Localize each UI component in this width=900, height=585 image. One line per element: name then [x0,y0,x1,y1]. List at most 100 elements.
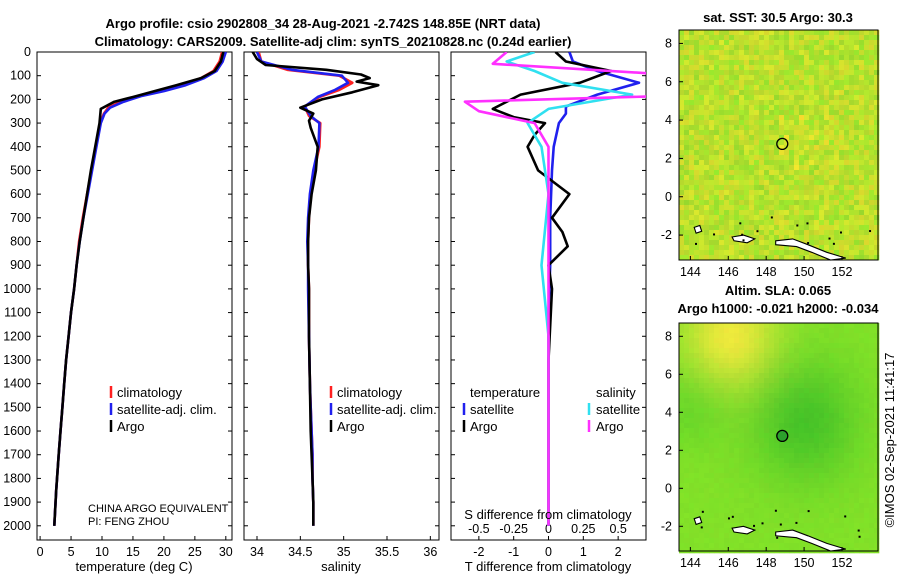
argo-location-marker [776,429,789,443]
figure-title-line2: Climatology: CARS2009. Satellite-adj cli… [95,34,572,49]
x-tick-label: 30 [219,545,233,559]
y-tick-label: 500 [10,163,31,177]
s-difference-axis-label: S difference from climatology [464,507,632,522]
y-tick-label: 600 [10,187,31,201]
island [713,233,716,236]
y-tick-label: 4 [665,113,672,127]
island [739,222,742,225]
y-tick-label: 900 [10,258,31,272]
legend-label-climatology: climatology [117,385,183,400]
annotation-line2: PI: FENG ZHOU [88,516,169,528]
island [807,510,810,513]
x-tick-label: 150 [794,556,815,570]
coastline [775,238,846,261]
island [869,230,872,233]
y-tick-label: 2 [665,443,672,457]
y-tick-label: 1300 [3,353,31,367]
island [844,515,847,518]
island [761,522,764,525]
legend-label-satellite: satellite-adj. clim. [117,402,217,417]
coastline [693,516,703,526]
sla-map-title-line2: Argo h1000: -0.021 h2000: -0.034 [678,301,880,316]
y-tick-label: -2 [661,228,672,242]
s-tick-label: -0.5 [468,522,490,536]
island [695,242,698,245]
legend-salinity-heading: salinity [596,385,636,400]
t-difference-axis-label: T difference from climatology [465,559,632,574]
salinity-axis-label: salinity [321,559,361,574]
x-tick-label: 150 [794,265,815,279]
y-tick-label: 400 [10,140,31,154]
s-tick-label: 0 [545,522,552,536]
y-tick-label: 0 [665,190,672,204]
y-tick-label: 1000 [3,282,31,296]
y-tick-label: 0 [24,45,31,59]
series-line-argo [251,52,380,526]
x-tick-label: 15 [126,545,140,559]
difference-legend: temperature satellite Argo salinity sate… [462,385,640,434]
sst-map: 144 146 148 150 152 8 6 4 2 0 -2 [661,29,880,279]
plot-frame [36,51,233,541]
y-tick-label: 8 [665,36,672,50]
y-tick-label: 800 [10,235,31,249]
island [742,239,745,242]
series-line-argo [53,52,225,526]
y-tick-label: 1900 [3,495,31,509]
coastline [775,529,846,552]
legend-label-climatology: climatology [337,385,403,400]
x-tick-label: 1 [580,545,587,559]
island [828,237,831,240]
x-tick-label: 25 [188,545,202,559]
y-tick-label: 6 [665,367,672,381]
island [753,524,756,527]
s-tick-label: 0.5 [609,522,626,536]
island [779,523,782,526]
series-line-s-argo [463,52,646,526]
y-tick-label: 200 [10,92,31,106]
x-tick-label: 148 [756,265,777,279]
s-tick-label: 0.25 [571,522,595,536]
legend-temperature-heading: temperature [470,385,540,400]
island [727,517,730,520]
x-tick-label: 34.5 [288,545,312,559]
annotation-line1: CHINA ARGO EQUIVALENT [88,503,229,515]
x-tick-label: 146 [718,556,739,570]
x-tick-label: 144 [680,556,701,570]
legend-label-s-argo: Argo [596,419,623,434]
x-tick-label: 34 [250,545,264,559]
x-tick-label: 144 [680,265,701,279]
island [832,242,835,245]
x-tick-label: 5 [68,545,75,559]
y-tick-label: 8 [665,329,672,343]
x-tick-label: 146 [718,265,739,279]
x-tick-label: 36 [423,545,437,559]
legend-label-satellite: satellite-adj. clim. [337,402,437,417]
y-tick-label: 300 [10,116,31,130]
map-frame [678,29,879,261]
x-tick-label: -1 [508,545,519,559]
island [806,222,809,225]
x-tick-label: 152 [832,556,853,570]
x-tick-label: -2 [473,545,484,559]
y-tick-label: 1400 [3,377,31,391]
island [756,230,759,233]
legend-label-t-argo: Argo [470,419,497,434]
argo-location-marker [776,137,789,151]
salinity-panel: 34 34.5 35 35.5 36 [243,51,440,559]
y-tick-label: 6 [665,75,672,89]
y-tick-label: 1700 [3,448,31,462]
island [776,536,779,539]
map-frame [678,322,879,552]
island [795,521,798,524]
x-tick-label: 35.5 [375,545,399,559]
s-tick-label: -0.25 [499,522,528,536]
x-tick-label: 0 [37,545,44,559]
x-tick-label: 35 [337,545,351,559]
temperature-legend: climatology satellite-adj. clim. Argo [109,385,217,434]
island [858,535,861,538]
y-tick-label: 1600 [3,424,31,438]
island [700,526,703,529]
legend-label-argo: Argo [117,419,144,434]
plot-frame [243,51,440,541]
